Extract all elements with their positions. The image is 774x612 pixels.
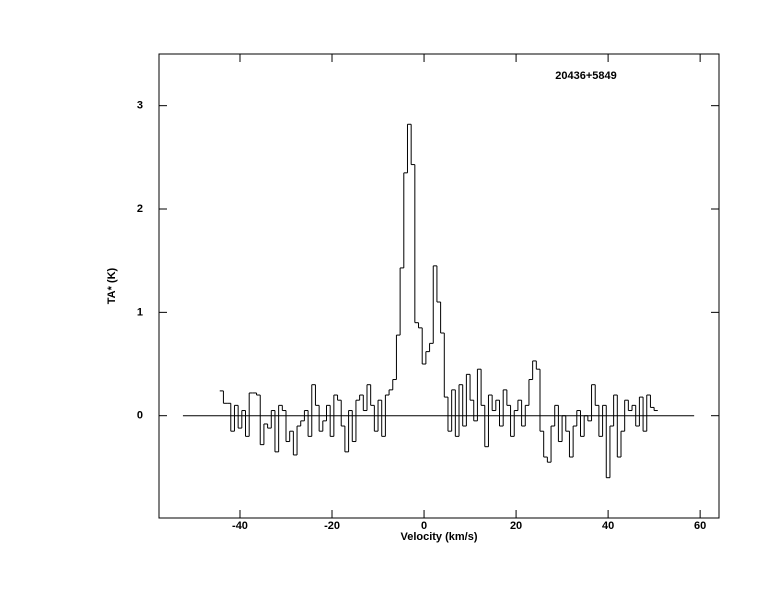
x-tick-label: -40 — [232, 520, 248, 532]
x-axis-label: Velocity (km/s) — [400, 531, 477, 543]
y-tick-label: 0 — [137, 410, 143, 422]
y-axis-label: TA* (K) — [106, 267, 118, 304]
x-tick-label: -20 — [324, 520, 340, 532]
x-tick-label: 20 — [510, 520, 522, 532]
y-tick-label: 2 — [137, 203, 143, 215]
annotation: 20436+5849 — [555, 70, 616, 82]
y-tick-label: 3 — [137, 100, 143, 112]
x-tick-label: 0 — [421, 520, 427, 532]
y-tick-label: 1 — [137, 306, 143, 318]
x-tick-label: 40 — [602, 520, 614, 532]
plot-frame — [158, 53, 720, 519]
x-tick-label: 60 — [694, 520, 706, 532]
